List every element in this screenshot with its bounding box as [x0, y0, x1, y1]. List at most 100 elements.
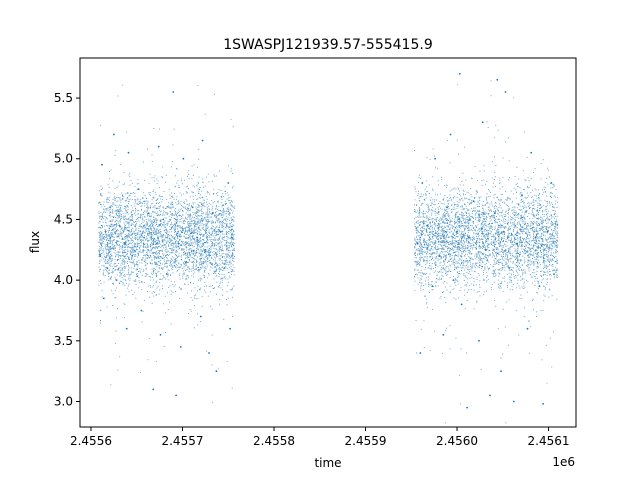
cloud-point — [193, 226, 195, 228]
cloud-point — [220, 213, 222, 215]
cloud-point — [140, 223, 142, 224]
cloud-point — [160, 220, 162, 222]
cloud-point — [449, 271, 451, 272]
cloud-point — [183, 243, 185, 244]
cloud-point — [189, 248, 191, 249]
cloud-point — [120, 216, 122, 218]
cloud-point — [100, 233, 102, 234]
cloud-point — [105, 217, 107, 218]
cloud-point — [443, 231, 445, 233]
cloud-point — [129, 198, 131, 200]
cloud-point — [121, 274, 122, 276]
cloud-point — [414, 257, 416, 259]
cloud-point — [165, 241, 167, 243]
cloud-point — [414, 186, 416, 188]
cloud-point — [183, 273, 185, 275]
cloud-point — [200, 257, 202, 259]
cloud-point — [217, 219, 219, 221]
cloud-point — [444, 203, 446, 205]
cloud-point — [117, 233, 119, 234]
cloud-point — [148, 276, 150, 277]
cloud-point — [102, 216, 104, 218]
cloud-point — [181, 288, 182, 290]
cloud-point — [147, 213, 148, 215]
cloud-point — [168, 215, 170, 217]
cloud-point — [223, 264, 225, 265]
cloud-point — [449, 348, 451, 350]
cloud-point — [158, 236, 160, 238]
cloud-point — [157, 237, 159, 239]
cloud-point — [159, 210, 160, 211]
cloud-point — [436, 278, 437, 279]
cloud-point — [181, 256, 182, 258]
cloud-point — [115, 297, 117, 299]
cloud-point — [417, 269, 419, 271]
cloud-point — [424, 251, 426, 253]
cloud-point — [202, 254, 204, 256]
cloud-point — [162, 166, 164, 168]
cloud-point — [100, 234, 101, 236]
cloud-point — [218, 222, 220, 224]
cloud-point — [211, 200, 213, 201]
cloud-point — [426, 307, 428, 309]
cloud-point — [107, 248, 109, 250]
cloud-point — [193, 217, 195, 219]
cloud-point — [183, 254, 185, 256]
cloud-point — [155, 262, 156, 264]
cloud-point — [125, 241, 127, 243]
cloud-point — [160, 257, 162, 258]
cloud-point — [132, 247, 133, 249]
cloud-point — [109, 211, 111, 213]
cloud-point — [116, 226, 117, 228]
cloud-point — [432, 253, 433, 255]
cloud-point — [230, 257, 232, 259]
cloud-point — [228, 199, 230, 201]
cloud-point — [132, 262, 134, 264]
cloud-point — [187, 185, 188, 187]
cloud-point — [100, 253, 101, 255]
cloud-point — [183, 265, 185, 267]
cloud-point — [446, 197, 448, 198]
cloud-point — [209, 239, 211, 240]
cloud-point — [443, 217, 445, 218]
cloud-point — [203, 202, 205, 204]
cloud-point — [425, 228, 427, 230]
cloud-point — [227, 211, 229, 213]
cloud-point — [437, 211, 439, 213]
cloud-point — [213, 247, 215, 249]
cloud-point — [233, 219, 235, 221]
cloud-point — [198, 241, 200, 243]
cloud-point — [107, 209, 109, 211]
cloud-point — [170, 208, 172, 210]
cloud-point — [181, 248, 183, 250]
cloud-point — [106, 201, 108, 203]
cloud-point — [231, 241, 232, 243]
cloud-point — [150, 237, 152, 239]
cloud-point — [447, 271, 449, 273]
cloud-point — [221, 226, 223, 228]
cloud-point — [102, 248, 104, 250]
cloud-point — [115, 242, 117, 243]
cloud-point — [227, 262, 229, 263]
cloud-point — [105, 222, 107, 224]
cloud-point — [448, 199, 450, 201]
cloud-point — [155, 225, 156, 227]
cloud-point — [166, 248, 168, 250]
cloud-point — [153, 189, 155, 191]
cloud-point — [189, 282, 191, 284]
cloud-point — [166, 206, 168, 207]
cloud-point — [127, 240, 129, 242]
cloud-point — [116, 254, 117, 256]
cloud-point — [446, 185, 448, 187]
cloud-point — [116, 240, 117, 242]
cloud-point — [213, 228, 215, 230]
cloud-point — [450, 271, 452, 272]
cloud-point — [176, 216, 178, 218]
cloud-point — [179, 215, 180, 217]
cloud-point — [128, 227, 130, 229]
cloud-point — [182, 270, 184, 272]
cloud-point — [139, 281, 141, 283]
cloud-point — [208, 212, 210, 214]
cloud-point — [439, 248, 441, 249]
cloud-point — [178, 266, 179, 268]
